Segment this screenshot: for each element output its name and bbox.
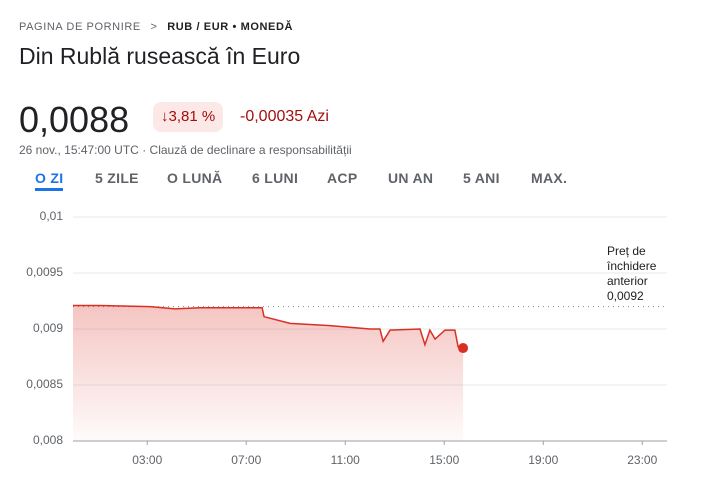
- timestamp: 26 nov., 15:47:00 UTC: [19, 143, 139, 157]
- change-period: Azi: [306, 108, 329, 125]
- tab[interactable]: ACP: [327, 170, 358, 186]
- change: -0,00035 Azi: [240, 108, 329, 126]
- y-tick-label: 0,008: [33, 433, 63, 447]
- separator: >: [150, 21, 158, 33]
- disclaimer[interactable]: Clauză de declinare a responsabilității: [149, 143, 352, 157]
- x-tick-label: 03:00: [132, 453, 162, 467]
- breadcrumb-current: RUB / EUR • MONEDĂ: [167, 21, 294, 33]
- x-tick-label: 07:00: [231, 453, 261, 467]
- tab[interactable]: 6 LUNI: [252, 170, 299, 186]
- change-percent: 3,81 %: [168, 108, 216, 125]
- x-tick-label: 15:00: [429, 453, 459, 467]
- page-title: Din Rublă rusească în Euro: [19, 43, 301, 69]
- tab[interactable]: 5 ZILE: [95, 170, 139, 186]
- tab[interactable]: O ZI: [35, 170, 64, 191]
- tab[interactable]: UN AN: [388, 170, 434, 186]
- previous-close-value: 0,0092: [607, 289, 644, 303]
- line: [73, 304, 464, 349]
- x-tick-label: 11:00: [331, 453, 360, 467]
- y-tick-label: 0,009: [33, 321, 63, 335]
- area: [73, 305, 464, 441]
- y-tick-label: 0,01: [40, 209, 64, 223]
- breadcrumb-home[interactable]: PAGINA DE PORNIRE: [19, 21, 141, 33]
- previous-close-note: Preț de închidere anterior 0,0092: [607, 244, 671, 304]
- tab[interactable]: MAX.: [531, 170, 568, 186]
- tab[interactable]: 5 ANI: [463, 170, 500, 186]
- down-arrow: ↓: [161, 108, 169, 125]
- price: 0,0088: [19, 99, 130, 140]
- y-tick-label: 0,0085: [26, 377, 63, 391]
- previous-close-text: Preț de închidere anterior: [607, 244, 657, 288]
- last-point: [458, 343, 469, 354]
- breadcrumb: PAGINA DE PORNIRE > RUB / EUR • MONEDĂ: [19, 21, 293, 33]
- y-tick-label: 0,0095: [26, 265, 63, 279]
- tab[interactable]: O LUNĂ: [167, 170, 223, 186]
- change-value: -0,00035: [240, 108, 304, 125]
- change-badge: ↓3,81 %: [153, 102, 224, 132]
- x-tick-label: 23:00: [627, 453, 657, 467]
- timestamp-line: 26 nov., 15:47:00 UTC · Clauză de declin…: [19, 143, 352, 157]
- x-tick-label: 19:00: [528, 453, 558, 467]
